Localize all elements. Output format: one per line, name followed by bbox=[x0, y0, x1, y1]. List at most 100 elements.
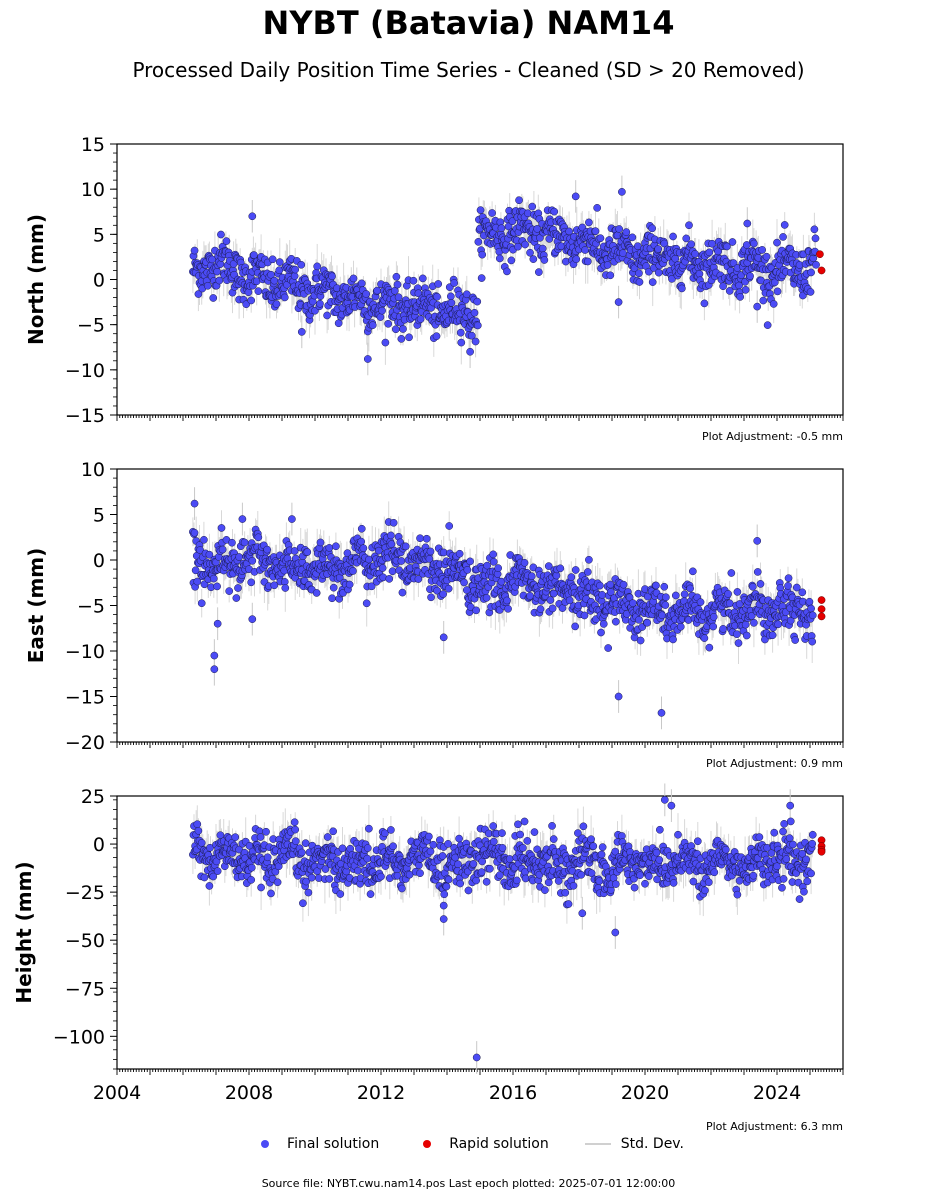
final-point bbox=[807, 604, 815, 613]
final-point bbox=[447, 298, 456, 307]
final-point bbox=[384, 319, 392, 328]
final-point bbox=[467, 331, 476, 340]
final-point bbox=[660, 239, 669, 248]
final-point bbox=[357, 537, 366, 546]
y-axis-label: East (mm) bbox=[24, 548, 48, 664]
final-point bbox=[434, 280, 443, 288]
final-point bbox=[270, 276, 279, 285]
final-point bbox=[345, 580, 354, 589]
final-point bbox=[503, 267, 511, 276]
final-point bbox=[784, 574, 793, 583]
final-point bbox=[194, 826, 203, 835]
final-point bbox=[205, 882, 214, 890]
final-point bbox=[520, 558, 529, 567]
final-point bbox=[190, 246, 199, 255]
final-point bbox=[733, 630, 741, 639]
final-point bbox=[397, 557, 406, 565]
final-point bbox=[725, 599, 734, 608]
final-point bbox=[248, 556, 257, 565]
final-point bbox=[247, 296, 256, 305]
east-panel: 10 5 0 −5 −10 −15 −20 East (mm) Plot Adjustment:… bbox=[24, 459, 844, 770]
final-point bbox=[432, 332, 441, 341]
final-point bbox=[470, 308, 479, 317]
final-point bbox=[190, 528, 199, 537]
final-point bbox=[748, 582, 757, 591]
final-point bbox=[290, 272, 299, 280]
final-point bbox=[546, 596, 555, 604]
final-point bbox=[526, 592, 534, 600]
final-point bbox=[439, 633, 448, 642]
final-point bbox=[422, 534, 431, 543]
final-point bbox=[466, 347, 474, 356]
final-point bbox=[476, 206, 485, 214]
final-point bbox=[719, 625, 727, 633]
final-point bbox=[756, 580, 765, 588]
height-panel: 2004 2008 2012 2016 2020 2024 25 0 −25 −50 −75 −100… bbox=[12, 783, 844, 1133]
plot-adjustment-label: Plot Adjustment: 6.3 mm bbox=[706, 1120, 843, 1133]
final-point bbox=[288, 515, 296, 523]
final-point bbox=[597, 628, 605, 637]
final-point bbox=[200, 535, 208, 544]
final-point bbox=[784, 582, 792, 590]
final-point bbox=[571, 192, 580, 201]
final-point bbox=[652, 581, 660, 590]
final-point bbox=[585, 218, 593, 227]
final-point bbox=[750, 239, 758, 248]
final-point bbox=[661, 601, 670, 609]
y-axis-label: North (mm) bbox=[24, 214, 48, 345]
final-point bbox=[593, 204, 602, 212]
final-point bbox=[281, 584, 290, 592]
final-point bbox=[648, 224, 657, 233]
final-point bbox=[349, 567, 357, 575]
final-point bbox=[401, 542, 410, 551]
final-point bbox=[678, 284, 686, 293]
final-point bbox=[811, 234, 820, 243]
final-point bbox=[514, 242, 522, 251]
final-point bbox=[685, 221, 693, 230]
rapid-point bbox=[817, 596, 826, 604]
final-point bbox=[614, 692, 623, 701]
y-tick-label: −75 bbox=[65, 978, 105, 1000]
final-point bbox=[313, 262, 322, 271]
final-point bbox=[680, 590, 689, 599]
final-point bbox=[769, 300, 778, 308]
final-point bbox=[734, 639, 743, 647]
final-point bbox=[462, 290, 471, 299]
y-tick-label: −25 bbox=[65, 882, 105, 904]
x-tick-label: 2024 bbox=[753, 1082, 801, 1104]
final-point bbox=[529, 255, 538, 263]
final-point bbox=[473, 297, 482, 306]
final-point bbox=[538, 244, 547, 253]
final-point bbox=[399, 325, 407, 333]
final-point bbox=[741, 286, 750, 294]
final-point bbox=[746, 272, 754, 280]
final-point bbox=[606, 271, 615, 280]
final-point bbox=[209, 294, 218, 302]
final-point bbox=[392, 272, 401, 281]
final-point bbox=[580, 611, 589, 620]
y-axis-label: Height (mm) bbox=[12, 861, 36, 1003]
final-point bbox=[332, 542, 340, 551]
final-point bbox=[535, 268, 543, 276]
final-point bbox=[773, 287, 782, 296]
final-point bbox=[209, 574, 218, 583]
final-point bbox=[392, 325, 400, 334]
final-point bbox=[495, 254, 504, 263]
y-tick-label: 10 bbox=[81, 459, 105, 481]
final-point bbox=[455, 549, 464, 558]
final-point bbox=[687, 240, 696, 249]
x-tick-label: 2008 bbox=[225, 1082, 273, 1104]
final-point bbox=[234, 584, 242, 592]
final-point bbox=[426, 547, 435, 556]
final-point bbox=[540, 256, 549, 264]
chart-subtitle: Processed Daily Position Time Series - C… bbox=[132, 58, 805, 82]
final-point bbox=[473, 321, 482, 330]
final-point bbox=[381, 338, 390, 347]
final-point bbox=[691, 250, 699, 258]
final-point bbox=[478, 250, 487, 259]
final-point bbox=[444, 584, 453, 593]
final-point bbox=[762, 252, 771, 261]
final-point bbox=[791, 636, 800, 644]
final-point bbox=[235, 553, 243, 561]
